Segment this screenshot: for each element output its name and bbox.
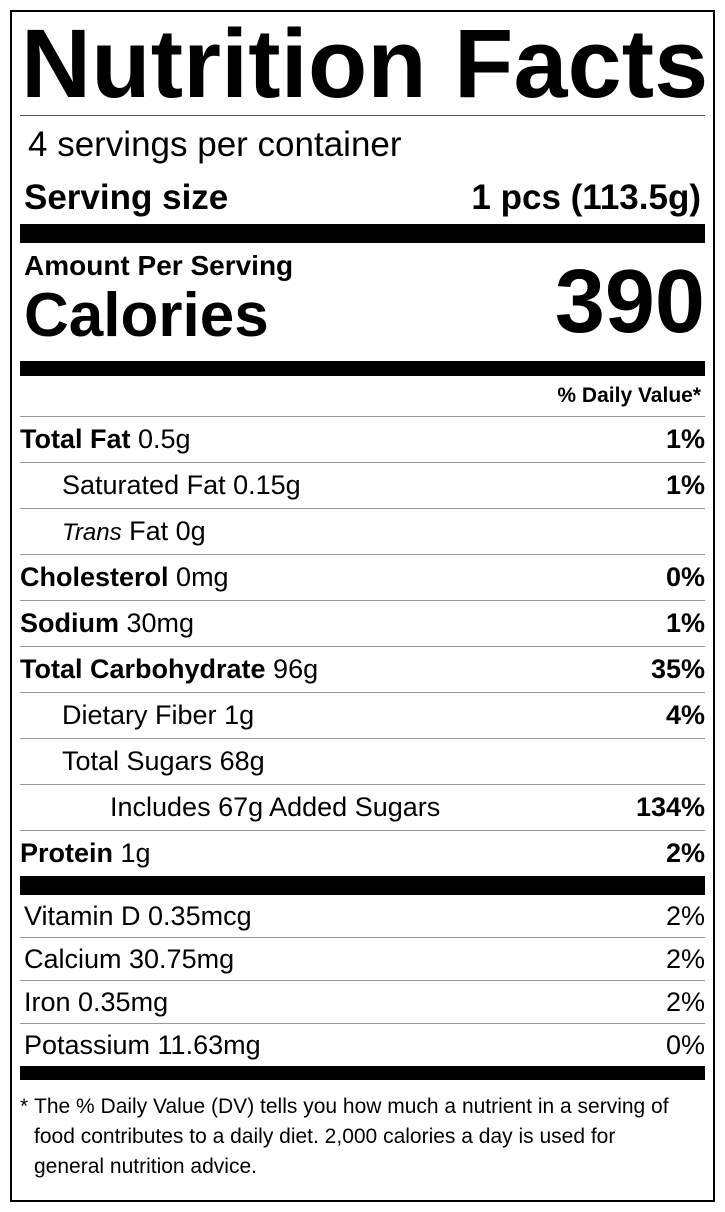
- serving-size-label: Serving size: [24, 178, 229, 217]
- nutrient-amount: 0g: [175, 516, 206, 546]
- vitamin-name: Iron 0.35mg: [24, 987, 169, 1017]
- footnote-asterisk: *: [20, 1095, 29, 1118]
- nutrition-facts-label: Nutrition Facts 4 servings per container…: [10, 10, 715, 1202]
- vitamin-row-potassium: Potassium 11.63mg 0%: [20, 1024, 705, 1066]
- nutrient-name: Protein: [20, 838, 114, 868]
- nutrient-amount: 96g: [273, 654, 319, 684]
- nutrient-row-trans-fat: Trans Fat 0g: [20, 509, 705, 555]
- vitamin-name: Calcium 30.75mg: [24, 944, 235, 974]
- vitamin-dv: 0%: [665, 1030, 705, 1060]
- nutrient-dv: 1%: [665, 424, 705, 454]
- nutrient-name: Saturated Fat: [62, 470, 226, 500]
- amount-per-serving: Amount Per Serving: [24, 250, 294, 281]
- nutrient-amount: 68g: [219, 746, 265, 776]
- nutrient-name: Includes 67g Added Sugars: [110, 792, 441, 822]
- nutrient-name: Dietary Fiber: [62, 700, 217, 730]
- nutrient-dv: 134%: [635, 792, 705, 822]
- thick-divider: [20, 1066, 705, 1080]
- footnote: * The % Daily Value (DV) tells you how m…: [20, 1080, 705, 1182]
- nutrient-amount: 0.5g: [138, 424, 191, 454]
- thick-divider: [20, 224, 705, 243]
- vitamin-row-calcium: Calcium 30.75mg 2%: [20, 938, 705, 981]
- nutrient-dv: 1%: [665, 608, 705, 638]
- nutrient-name: Trans: [62, 519, 122, 546]
- nutrient-dv: 1%: [665, 470, 705, 500]
- calories-value: 390: [554, 251, 705, 352]
- vitamin-dv: 2%: [665, 901, 705, 931]
- nutrient-row-cholesterol: Cholesterol 0mg 0%: [20, 555, 705, 601]
- nutrient-amount: 0mg: [176, 562, 229, 592]
- thick-divider: [20, 361, 705, 376]
- nutrient-amount: 1g: [224, 700, 255, 730]
- nutrient-row-total-carbohydrate: Total Carbohydrate 96g 35%: [20, 647, 705, 693]
- nutrient-name-suffix: Fat: [129, 516, 169, 546]
- thick-divider: [20, 876, 705, 895]
- nutrient-name: Total Sugars: [62, 746, 213, 776]
- vitamin-name: Vitamin D 0.35mcg: [24, 901, 252, 931]
- footnote-text: The % Daily Value (DV) tells you how muc…: [34, 1095, 669, 1178]
- nutrient-row-total-sugars: Total Sugars 68g: [20, 739, 705, 785]
- serving-size-value: 1 pcs (113.5g): [471, 178, 701, 217]
- nutrient-row-dietary-fiber: Dietary Fiber 1g 4%: [20, 693, 705, 739]
- calories-row: Calories 390: [20, 252, 705, 361]
- nutrient-name: Total Carbohydrate: [20, 654, 266, 684]
- vitamin-name: Potassium 11.63mg: [24, 1030, 261, 1060]
- vitamin-dv: 2%: [665, 944, 705, 974]
- vitamin-row-vitamin-d: Vitamin D 0.35mcg 2%: [20, 895, 705, 938]
- calories-label: Calories: [24, 280, 269, 350]
- vitamin-row-iron: Iron 0.35mg 2%: [20, 981, 705, 1024]
- divider: [20, 115, 705, 116]
- servings-per-container: 4 servings per container: [28, 125, 402, 164]
- nutrient-dv: 4%: [665, 700, 705, 730]
- nutrient-row-protein: Protein 1g 2%: [20, 831, 705, 876]
- serving-size-row: Serving size 1 pcs (113.5g): [20, 168, 705, 224]
- nutrient-name: Total Fat: [20, 424, 131, 454]
- vitamin-dv: 2%: [665, 987, 705, 1017]
- nutrient-row-added-sugars: Includes 67g Added Sugars 134%: [20, 785, 705, 831]
- nutrient-row-total-fat: Total Fat 0.5g 1%: [20, 417, 705, 463]
- nutrient-name: Sodium: [20, 608, 119, 638]
- nutrient-amount: 1g: [120, 838, 151, 868]
- nutrient-dv: 2%: [665, 838, 705, 868]
- nutrient-dv: 35%: [650, 654, 705, 684]
- nutrient-amount: 0.15g: [233, 470, 301, 500]
- nutrient-row-saturated-fat: Saturated Fat 0.15g 1%: [20, 463, 705, 509]
- nutrient-name: Cholesterol: [20, 562, 169, 592]
- daily-value-header: % Daily Value*: [20, 376, 705, 417]
- nutrient-row-sodium: Sodium 30mg 1%: [20, 601, 705, 647]
- label-title: Nutrition Facts: [21, 9, 709, 118]
- nutrient-dv: 0%: [665, 562, 705, 592]
- nutrient-amount: 30mg: [126, 608, 195, 638]
